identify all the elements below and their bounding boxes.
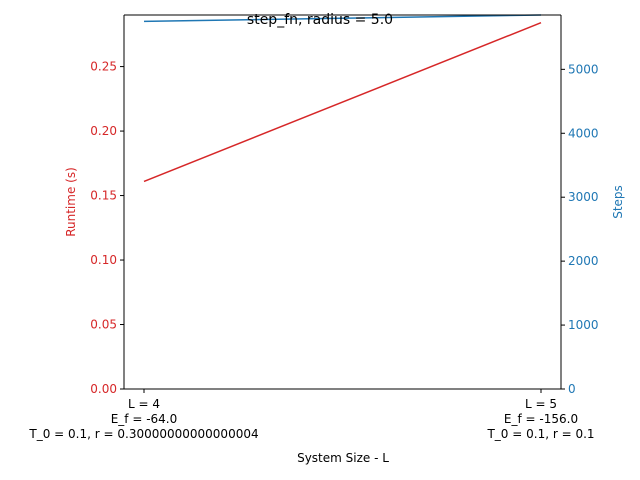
y-right-tick-label: 0 — [568, 382, 576, 396]
axes-layer: 0.00 0.05 0.10 0.15 0.20 0.25 0 1000 2000 3000 400… — [28, 14, 599, 441]
runtime-line — [143, 22, 542, 183]
y-left-tick-label: 0.10 — [90, 253, 117, 267]
y-right-tick-label: 3000 — [568, 190, 599, 204]
x-tick-label: L = 5 — [525, 397, 557, 411]
x-axis-label: System Size - L — [297, 451, 389, 465]
y-left-tick-label: 0.15 — [90, 189, 117, 203]
x-tick-label: E_f = -156.0 — [504, 412, 578, 426]
x-tick-label: T_0 = 0.1, r = 0.30000000000000004 — [28, 427, 258, 441]
y-right-tick-label: 5000 — [568, 62, 599, 76]
y-right-tick-label: 4000 — [568, 126, 599, 140]
y-axis-left-label: Runtime (s) — [64, 167, 78, 237]
y-axis-right-label: Steps — [611, 185, 625, 219]
series-layer — [143, 14, 542, 183]
y-left-tick-label: 0.20 — [90, 124, 117, 138]
y-left-tick-label: 0.05 — [90, 318, 117, 332]
steps-line — [143, 14, 542, 23]
y-right-tick-label: 1000 — [568, 318, 599, 332]
x-tick-label: T_0 = 0.1, r = 0.1 — [486, 427, 594, 441]
x-tick-label: E_f = -64.0 — [111, 412, 178, 426]
chart-title: step_fn, radius = 5.0 — [247, 12, 393, 28]
y-left-tick-label: 0.25 — [90, 60, 117, 74]
y-right-tick-label: 2000 — [568, 254, 599, 268]
y-left-tick-label: 0.00 — [90, 382, 117, 396]
x-tick-label: L = 4 — [128, 397, 160, 411]
